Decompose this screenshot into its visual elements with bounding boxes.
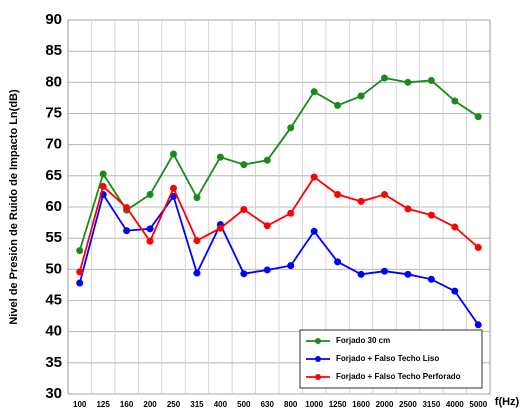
legend-label: Forjado + Falso Techo Liso	[336, 354, 439, 363]
data-point	[310, 227, 318, 235]
x-tick-label: 400	[214, 400, 228, 409]
data-point	[287, 262, 295, 270]
x-tick-label: 1250	[329, 400, 347, 409]
data-point	[216, 224, 224, 232]
y-tick-label: 55	[45, 229, 62, 246]
x-tick-label: 2500	[399, 400, 417, 409]
data-point	[146, 191, 154, 199]
data-point	[381, 267, 388, 275]
y-tick-label: 35	[45, 354, 62, 371]
x-tick-label: 315	[190, 400, 204, 409]
legend-marker	[315, 338, 321, 344]
data-point	[263, 222, 271, 230]
y-tick-label: 40	[45, 323, 62, 340]
x-tick-label: 500	[237, 400, 251, 409]
data-point	[427, 76, 435, 84]
data-point	[193, 237, 201, 245]
data-point	[334, 101, 342, 109]
data-point	[310, 88, 318, 96]
data-point	[357, 197, 365, 205]
x-tick-label: 100	[73, 400, 87, 409]
y-tick-label: 80	[45, 73, 62, 90]
data-point	[193, 194, 201, 202]
y-tick-label: 85	[45, 42, 62, 59]
x-tick-label: 125	[96, 400, 110, 409]
x-tick-label: 800	[284, 400, 298, 409]
x-tick-label: 5000	[469, 400, 487, 409]
x-tick-label: 200	[143, 400, 157, 409]
data-point	[146, 225, 154, 233]
y-tick-label: 50	[45, 260, 62, 277]
data-point	[404, 78, 412, 86]
y-tick-label: 60	[45, 198, 62, 215]
y-tick-label: 70	[45, 136, 62, 153]
data-point	[334, 258, 342, 266]
data-point	[263, 266, 271, 274]
data-point	[99, 182, 107, 190]
data-point	[451, 287, 459, 295]
y-tick-label: 75	[45, 104, 62, 121]
data-point	[170, 184, 177, 192]
data-point	[404, 205, 412, 213]
x-tick-label: 1600	[352, 400, 370, 409]
data-point	[451, 97, 459, 105]
y-tick-label: 90	[45, 11, 62, 28]
y-tick-label: 30	[45, 385, 62, 402]
x-tick-label: 160	[120, 400, 134, 409]
legend-marker	[315, 374, 321, 380]
data-point	[357, 270, 365, 278]
series-line	[78, 77, 479, 251]
data-point	[287, 124, 295, 132]
data-point	[474, 113, 482, 121]
data-point	[193, 269, 201, 277]
data-point	[474, 321, 482, 329]
data-point	[240, 161, 248, 169]
data-point	[287, 209, 295, 217]
legend-label: Forjado + Falso Techo Perforado	[336, 372, 461, 381]
data-point	[216, 153, 224, 161]
y-tick-label: 45	[45, 291, 62, 308]
data-point	[334, 191, 342, 199]
x-tick-label: 250	[167, 400, 181, 409]
data-point	[76, 279, 84, 287]
data-point	[451, 223, 459, 231]
data-point	[123, 227, 131, 235]
data-point	[310, 173, 318, 181]
data-point	[427, 211, 435, 219]
data-point	[76, 268, 84, 276]
x-tick-label: 1000	[305, 400, 323, 409]
data-point	[146, 237, 154, 245]
data-point	[99, 170, 107, 178]
x-axis-title: f(Hz)	[495, 396, 520, 408]
data-point	[170, 150, 177, 158]
data-point	[263, 156, 271, 164]
series-line	[78, 175, 479, 273]
data-point	[240, 270, 248, 278]
x-tick-label: 3150	[422, 400, 440, 409]
data-point	[123, 204, 131, 212]
data-point	[381, 74, 388, 82]
y-tick-label: 65	[45, 167, 62, 184]
x-tick-label: 2000	[376, 400, 394, 409]
data-point	[381, 191, 388, 199]
legend-marker	[315, 356, 321, 362]
series-line	[78, 192, 480, 326]
data-point	[170, 192, 177, 200]
data-point	[474, 244, 482, 252]
data-point	[76, 247, 84, 255]
y-axis-title: Nivel de Presión de Ruido de Impacto Ln(…	[8, 89, 20, 325]
x-tick-label: 630	[261, 400, 275, 409]
data-point	[404, 270, 412, 278]
legend-label: Forjado 30 cm	[336, 336, 390, 345]
x-tick-label: 4000	[446, 400, 464, 409]
data-point	[427, 275, 435, 283]
legend-box	[299, 329, 483, 389]
data-point	[240, 205, 248, 213]
data-point	[357, 92, 365, 100]
